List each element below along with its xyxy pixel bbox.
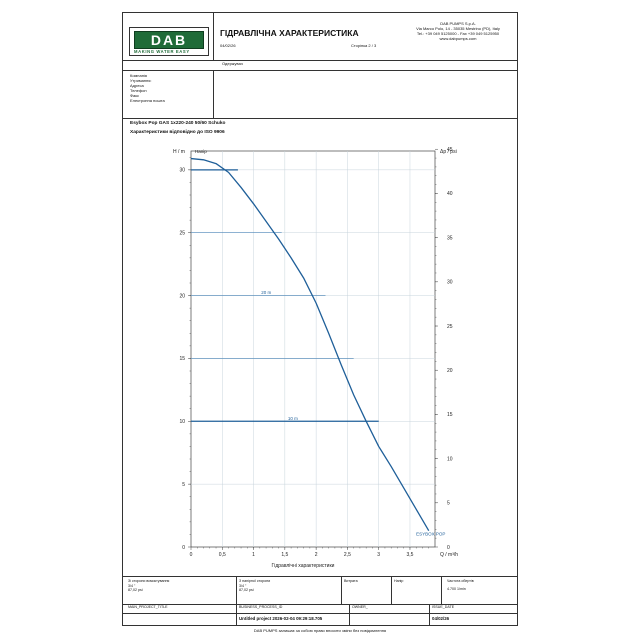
divider	[236, 576, 237, 604]
page-number: Сторінка 2 / 3	[351, 43, 377, 48]
x-tick-label: 2,5	[344, 552, 351, 558]
y-right-tick-label: 30	[447, 280, 453, 286]
company-info: DAB PUMPS S.p.A. Via Marco Polo, 14 - 35…	[416, 21, 500, 41]
y-right-tick-label: 25	[447, 324, 453, 330]
x-tick-label: 3,5	[406, 552, 413, 558]
y-right-tick-label: 10	[447, 456, 453, 462]
divider	[349, 604, 350, 626]
owner-label: OWNER_	[352, 605, 368, 609]
divider	[391, 576, 392, 604]
page-title: ГІДРАВЛІЧНА ХАРАКТЕРИСТИКА	[220, 28, 359, 38]
y-axis-note: Напір	[195, 149, 207, 154]
disclaimer: DAB PUMPS залишає за собою право вносити…	[253, 628, 387, 633]
x-tick-label: 1	[252, 552, 255, 558]
product-name: Esybox Pop GAS 1x220-240 50/60 Schuko	[130, 121, 226, 126]
y-tick-label: 10	[179, 419, 185, 425]
head-field: Напір	[394, 579, 404, 583]
issue-date: 04/02/26	[432, 616, 450, 621]
doc-date: 04/02/26	[220, 43, 236, 48]
iso-standard: Характеристики відповідно до ISO 9906	[130, 130, 225, 135]
divider	[123, 613, 517, 614]
datasheet-page: DAB MAKING WATER EASY ГІДРАВЛІЧНА ХАРАКТ…	[122, 12, 518, 626]
x-tick-label: 0,5	[219, 552, 226, 558]
suction-side: Зі сторони всмоктування 3/4 " 87,02 psi	[128, 579, 170, 592]
operating-line-label: 10 m	[288, 416, 298, 421]
dab-logo: DAB MAKING WATER EASY	[129, 27, 209, 56]
y-right-tick-label: 20	[447, 368, 453, 374]
y-right-tick-label: 45	[447, 147, 453, 153]
pump-performance-chart: 0 0,5 1 1,5 2 2,5 3 3,5 0 5 10 15 20 25 30 0 5 10 15 20 25 30…	[173, 147, 458, 569]
recipient-label: Одержувач	[222, 61, 243, 66]
divider	[123, 118, 517, 119]
divider	[236, 604, 237, 626]
y-tick-label: 15	[179, 356, 185, 362]
series-label: ESYBOX POP	[416, 532, 445, 537]
y-tick-label: 30	[179, 168, 185, 174]
divider	[123, 70, 517, 71]
delivery-side: З напірної сторони 3/4 " 87,02 psi	[239, 579, 271, 592]
y-right-tick-label: 5	[447, 501, 450, 507]
customer-fields: Компанія Утримання: Адреса Телефон Факс …	[130, 73, 165, 103]
x-tick-label: 3	[377, 552, 380, 558]
pump-curve	[190, 157, 430, 531]
x-tick-label: 1,5	[281, 552, 288, 558]
y-tick-label: 20	[179, 293, 185, 299]
flow-field: Витрата	[344, 579, 358, 583]
issue-date-label: ISSUE_DATE	[432, 605, 455, 609]
divider	[341, 576, 342, 604]
speed-field: Частота обертів 4.700 1/min	[447, 579, 474, 591]
y-right-tick-label: 35	[447, 235, 453, 241]
divider	[123, 604, 517, 605]
divider	[123, 60, 517, 61]
x-tick-label: 2	[315, 552, 318, 558]
y-tick-label: 5	[182, 482, 185, 488]
x-axis-caption: Гідравлічні характеристики	[272, 563, 335, 569]
operating-line-label: 20 m	[261, 290, 271, 295]
divider	[213, 13, 214, 60]
divider	[441, 576, 442, 604]
y-axis-label: H / m	[173, 149, 185, 155]
plot-frame	[190, 150, 436, 548]
divider	[429, 604, 430, 626]
y-tick-label: 25	[179, 231, 185, 237]
y-tick-label: 0	[182, 545, 185, 551]
x-tick-label: 0	[190, 552, 193, 558]
divider	[213, 70, 214, 118]
main-project-title: MAIN_PROJECT_TITLE	[128, 605, 168, 609]
y-right-tick-label: 0	[447, 545, 450, 551]
x-axis-label: Q / m³/h	[440, 552, 458, 558]
project-name: Untitled project 2026-02-04 09:29:18.705	[239, 616, 323, 621]
business-process-id: BUSINESS_PROCESS_ID	[239, 605, 283, 609]
y-right-axis-label: Δp / psi	[440, 149, 457, 155]
y-right-tick-label: 15	[447, 412, 453, 418]
divider	[123, 576, 517, 577]
y-right-tick-label: 40	[447, 191, 453, 197]
